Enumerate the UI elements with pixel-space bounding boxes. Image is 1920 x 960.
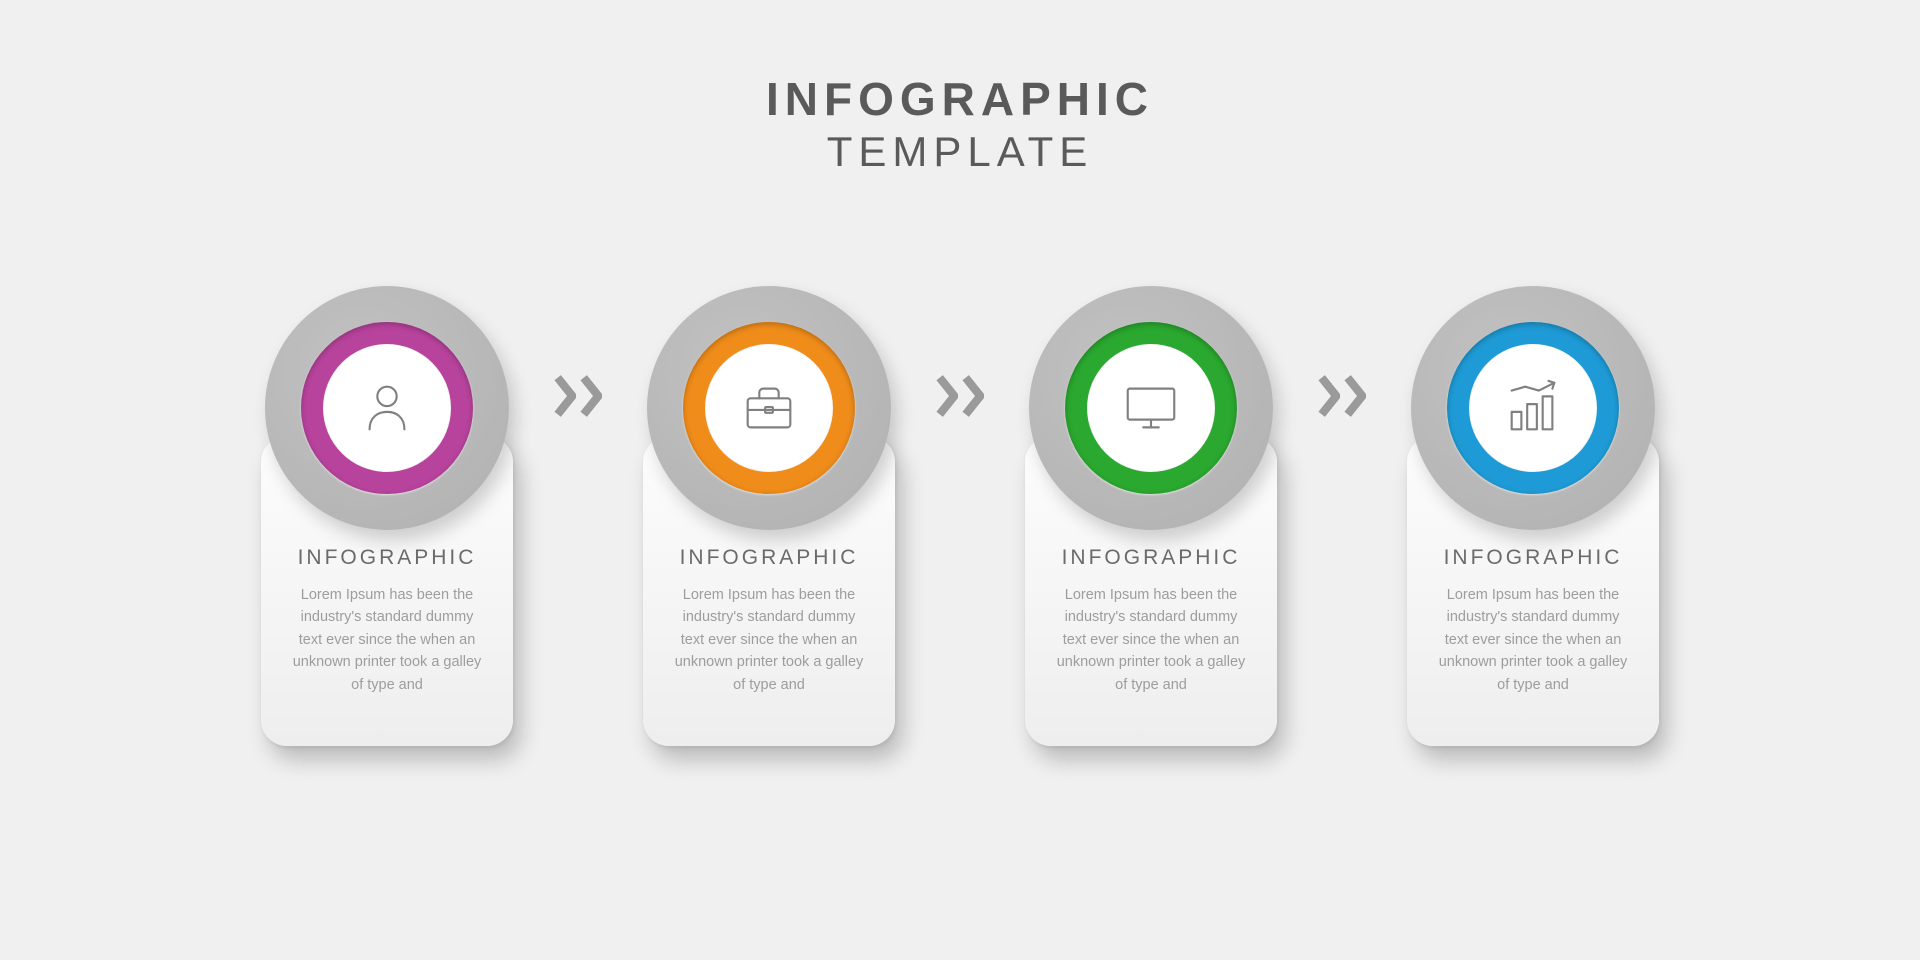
- title-line-1: INFOGRAPHIC: [766, 72, 1154, 126]
- steps-row: INFOGRAPHIC Lorem Ipsum has been the indu…: [242, 286, 1678, 750]
- step-1: INFOGRAPHIC Lorem Ipsum has been the indu…: [242, 286, 532, 750]
- person-icon: [356, 377, 418, 439]
- circle-ring: [683, 322, 855, 494]
- monitor-icon: [1120, 377, 1182, 439]
- step-2: INFOGRAPHIC Lorem Ipsum has been the indu…: [624, 286, 914, 750]
- circle-inner: [323, 344, 451, 472]
- circle-outer: [265, 286, 509, 530]
- card-title: INFOGRAPHIC: [1433, 546, 1633, 570]
- circle-ring: [301, 322, 473, 494]
- chevron-right-icon: [532, 374, 624, 418]
- title-line-2: TEMPLATE: [766, 128, 1154, 176]
- card-body: Lorem Ipsum has been the industry's stan…: [287, 584, 487, 696]
- bar-chart-icon: [1502, 377, 1564, 439]
- card-title: INFOGRAPHIC: [1051, 546, 1251, 570]
- step-3: INFOGRAPHIC Lorem Ipsum has been the indu…: [1006, 286, 1296, 750]
- circle-outer: [647, 286, 891, 530]
- chevron-right-icon: [914, 374, 1006, 418]
- circle-inner: [1087, 344, 1215, 472]
- chevron-right-icon: [1296, 374, 1388, 418]
- card-title: INFOGRAPHIC: [287, 546, 487, 570]
- circle-ring: [1065, 322, 1237, 494]
- card-body: Lorem Ipsum has been the industry's stan…: [1433, 584, 1633, 696]
- step-4: INFOGRAPHIC Lorem Ipsum has been the indu…: [1388, 286, 1678, 750]
- circle-inner: [705, 344, 833, 472]
- card-title: INFOGRAPHIC: [669, 546, 869, 570]
- circle-outer: [1411, 286, 1655, 530]
- briefcase-icon: [738, 377, 800, 439]
- circle-ring: [1447, 322, 1619, 494]
- circle-inner: [1469, 344, 1597, 472]
- card-body: Lorem Ipsum has been the industry's stan…: [1051, 584, 1251, 696]
- circle-outer: [1029, 286, 1273, 530]
- card-body: Lorem Ipsum has been the industry's stan…: [669, 584, 869, 696]
- page-title: INFOGRAPHIC TEMPLATE: [766, 72, 1154, 176]
